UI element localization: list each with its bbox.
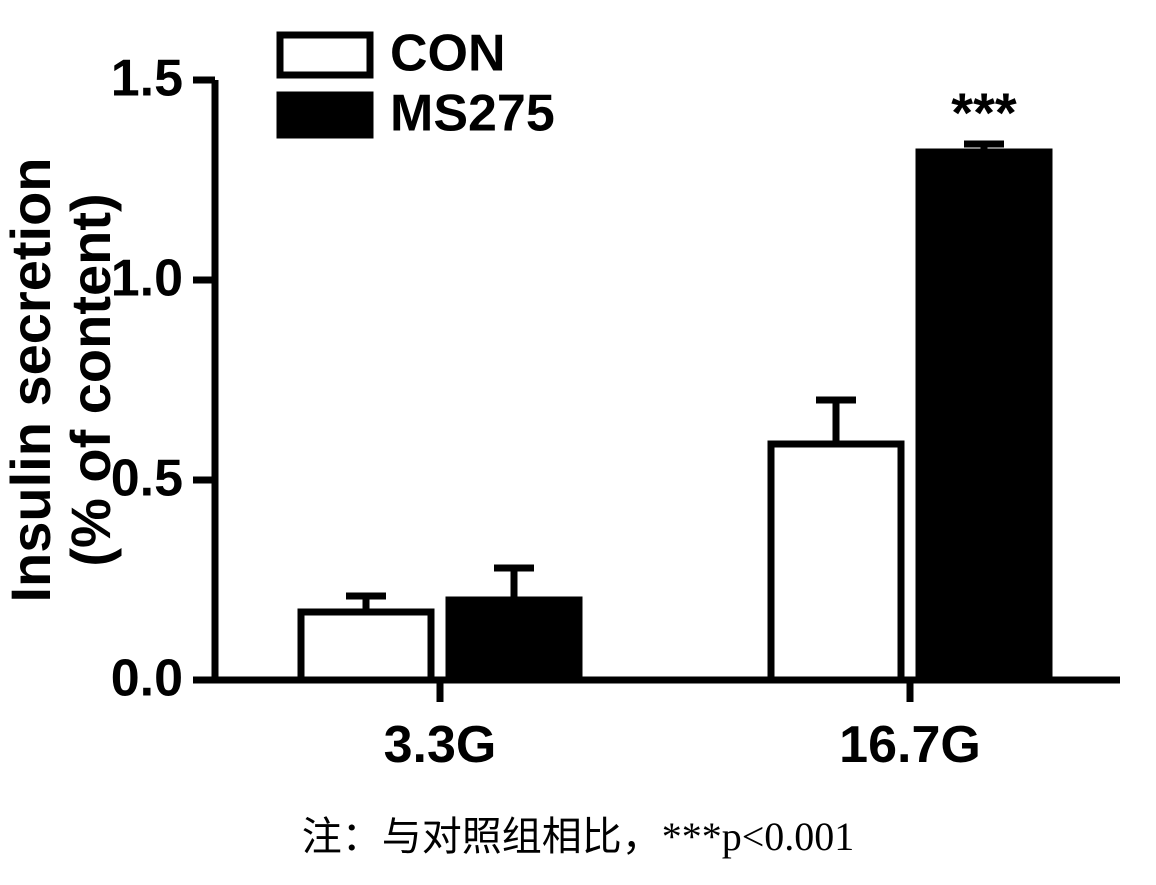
- bar-chart-svg: CONMS2750.00.51.01.5Insulin secretion(% …: [0, 0, 1156, 885]
- bar-3.3G-con: [301, 612, 431, 680]
- y-tick-label: 1.5: [111, 50, 183, 108]
- y-axis-label-line2: (% of content): [59, 193, 122, 566]
- bar-3.3G-ms275: [449, 600, 579, 680]
- y-axis-label-line1: Insulin secretion: [0, 158, 62, 603]
- bar-16.7G-con: [771, 444, 901, 680]
- legend-swatch-con: [280, 35, 370, 75]
- chart-caption: 注：与对照组相比，***p<0.001: [302, 814, 855, 859]
- legend-label-con: CON: [390, 25, 506, 83]
- legend-label-ms275: MS275: [390, 85, 555, 143]
- x-tick-label: 16.7G: [839, 716, 981, 774]
- bar-16.7G-ms275: [919, 152, 1049, 680]
- x-tick-label: 3.3G: [384, 716, 497, 774]
- chart-container: CONMS2750.00.51.01.5Insulin secretion(% …: [0, 0, 1156, 885]
- significance-marker: ***: [951, 81, 1017, 144]
- y-tick-label: 0.0: [111, 650, 183, 708]
- legend-swatch-ms275: [280, 95, 370, 135]
